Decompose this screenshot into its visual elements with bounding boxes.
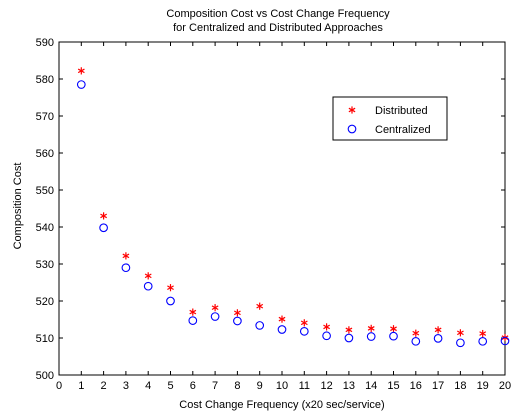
point-centralized <box>500 336 510 346</box>
legend-label-distributed: Distributed <box>375 105 428 117</box>
chart-subtitle: for Centralized and Distributed Approach… <box>173 22 383 34</box>
plot-area <box>58 41 506 376</box>
x-tick-label: 9 <box>257 380 263 392</box>
x-tick-label: 0 <box>56 380 62 392</box>
point-distributed <box>144 272 152 280</box>
legend-asterisk <box>348 106 356 114</box>
point-distributed <box>412 329 420 337</box>
x-tick-label: 5 <box>167 380 173 392</box>
x-tick-label: 6 <box>190 380 196 392</box>
point-distributed <box>456 329 464 337</box>
point-distributed <box>256 302 264 310</box>
x-tick-label: 7 <box>212 380 218 392</box>
y-tick-label: 520 <box>36 296 54 308</box>
x-tick-label: 16 <box>410 380 422 392</box>
point-distributed <box>300 319 308 327</box>
x-tick-label: 4 <box>145 380 151 392</box>
y-tick-label: 560 <box>36 148 54 160</box>
x-tick-label: 15 <box>387 380 399 392</box>
y-tick-label: 590 <box>36 37 54 49</box>
legend-label-centralized: Centralized <box>375 124 431 136</box>
x-tick-label: 11 <box>299 380 310 392</box>
x-axis: 0 1 2 3 4 5 6 7 8 9 10 11 12 13 14 15 16 17 18 19 20 <box>56 42 511 392</box>
x-tick-label: 13 <box>343 380 355 392</box>
legend-marker-centralized <box>347 124 357 134</box>
point-distributed <box>122 252 130 260</box>
point-centralized <box>188 316 198 325</box>
chart-title: Composition Cost vs Cost Change Frequenc… <box>166 8 390 20</box>
point-centralized <box>143 281 153 291</box>
point-centralized <box>411 336 421 346</box>
point-distributed <box>278 315 286 323</box>
point-centralized <box>166 296 175 306</box>
point-distributed <box>77 67 85 75</box>
x-tick-label: 12 <box>320 380 332 392</box>
point-centralized <box>322 331 331 341</box>
point-distributed <box>233 309 241 317</box>
point-distributed <box>367 324 375 332</box>
point-centralized <box>210 312 220 321</box>
point-centralized <box>344 333 354 343</box>
point-centralized <box>366 332 376 341</box>
point-centralized <box>456 338 465 348</box>
point-centralized <box>255 321 265 330</box>
point-centralized <box>389 331 398 341</box>
legend-circle <box>347 124 357 134</box>
legend: Distributed Centralized <box>332 96 448 141</box>
point-distributed <box>323 323 331 331</box>
y-tick-label: 570 <box>36 111 54 123</box>
x-tick-label: 20 <box>499 380 511 392</box>
y-axis-title: Composition Cost <box>12 163 24 250</box>
point-distributed <box>189 308 197 316</box>
x-tick-label: 17 <box>432 380 444 392</box>
series-centralized <box>76 80 510 348</box>
x-tick-label: 3 <box>123 380 129 392</box>
legend-marker-distributed <box>348 106 356 114</box>
x-tick-label: 2 <box>101 380 107 392</box>
y-tick-label: 550 <box>36 185 54 197</box>
point-centralized <box>478 336 488 346</box>
point-centralized <box>99 223 108 233</box>
y-tick-label: 530 <box>36 259 54 271</box>
point-centralized <box>433 334 443 343</box>
plot-frame <box>58 41 506 376</box>
point-distributed <box>345 326 353 334</box>
point-distributed <box>167 284 174 292</box>
y-tick-label: 500 <box>36 370 54 382</box>
point-distributed <box>479 329 487 338</box>
x-tick-label: 18 <box>454 380 466 392</box>
point-distributed <box>100 212 108 220</box>
point-centralized <box>121 263 131 273</box>
point-centralized <box>299 326 309 336</box>
x-tick-label: 1 <box>78 380 84 392</box>
y-tick-label: 510 <box>36 333 54 345</box>
x-tick-label: 19 <box>477 380 489 392</box>
x-axis-title: Cost Change Frequency (x20 sec/service) <box>179 399 384 411</box>
x-tick-label: 14 <box>365 380 377 392</box>
point-centralized <box>277 325 287 334</box>
point-distributed <box>390 325 397 333</box>
y-tick-label: 540 <box>36 222 54 234</box>
x-tick-label: 10 <box>276 380 288 392</box>
series-layer <box>76 67 510 348</box>
y-axis: 500 510 520 530 540 550 560 570 580 590 <box>36 37 505 382</box>
point-distributed <box>434 326 442 334</box>
x-tick-label: 8 <box>234 380 240 392</box>
point-centralized <box>76 80 86 89</box>
y-tick-label: 580 <box>36 74 54 86</box>
point-centralized <box>233 316 242 326</box>
point-distributed <box>211 304 219 312</box>
